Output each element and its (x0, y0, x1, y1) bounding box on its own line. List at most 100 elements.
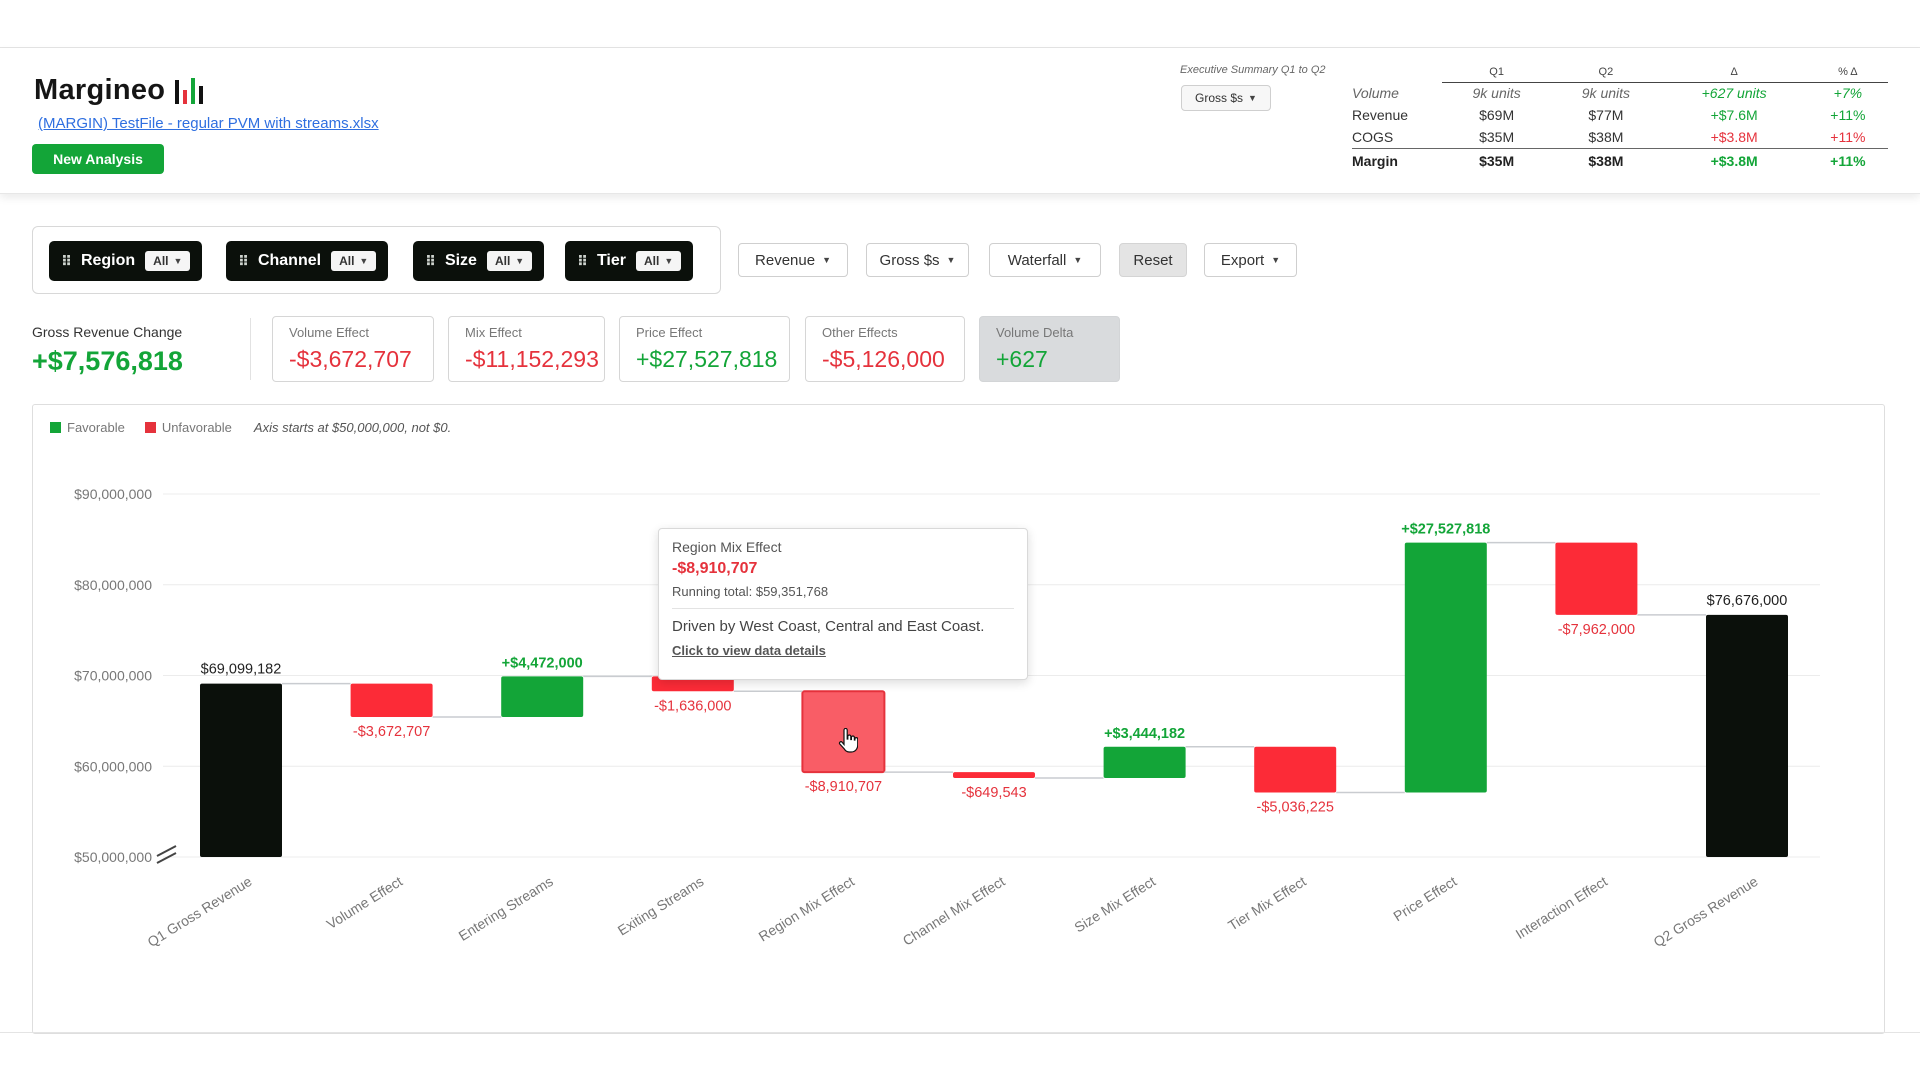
drag-handle-icon[interactable]: ⠿ (61, 252, 72, 269)
y-tick-label: $50,000,000 (74, 849, 152, 865)
summary-header-row: Q1 Q2 Δ % Δ (1352, 62, 1888, 83)
y-tick-label: $90,000,000 (74, 486, 152, 502)
summary-table: Q1 Q2 Δ % Δ Volume 9k units 9k units +62… (1352, 62, 1888, 174)
bar-value-label: +$3,444,182 (1104, 726, 1185, 742)
logo-text: Margineo (34, 74, 166, 106)
kpi-label: Mix Effect (465, 325, 522, 340)
summary-cell-delta: +$3.8M (1710, 128, 1758, 145)
filter-pill-size[interactable]: ⠿ Size All ▼ (413, 241, 545, 281)
filter-pill-region[interactable]: ⠿ Region All ▼ (49, 241, 203, 281)
chart-legend: Favorable Unfavorable Axis starts at $50… (50, 420, 451, 435)
kpi-card-volume-effect: Volume Effect -$3,672,707 (272, 316, 434, 382)
revenue-dropdown-label: Revenue (755, 251, 816, 269)
file-link[interactable]: (MARGIN) TestFile - regular PVM with str… (38, 115, 379, 132)
x-category-label: Entering Streams (456, 873, 556, 944)
gross-dropdown[interactable]: Gross $s ▼ (866, 243, 969, 277)
summary-row-label: COGS (1352, 128, 1394, 145)
summary-col-header: % Δ (1807, 62, 1888, 83)
logo-bars-icon (175, 77, 204, 104)
waterfall-bar (350, 683, 433, 718)
x-category-label: Tier Mix Effect (1225, 873, 1309, 934)
summary-cell: $77M (1588, 107, 1624, 123)
filter-label: Tier (596, 252, 626, 269)
drag-handle-icon[interactable]: ⠿ (425, 252, 436, 269)
summary-cell-delta: +627 units (1701, 85, 1767, 102)
chart-type-label: Waterfall (1007, 251, 1067, 269)
y-tick-label: $60,000,000 (74, 758, 152, 774)
filter-value: All (494, 254, 511, 268)
kpi-label: Volume Effect (289, 325, 369, 340)
filter-label: Region (80, 252, 136, 269)
kpi-divider (250, 318, 251, 380)
tooltip-value: -$8,910,707 (672, 560, 758, 577)
bar-value-label: +$4,472,000 (502, 655, 583, 671)
summary-cell-pct: +7% (1833, 85, 1863, 102)
kpi-value: -$5,126,000 (822, 346, 945, 372)
summary-col-header: Δ (1660, 62, 1808, 83)
summary-col-header: Q1 (1442, 62, 1552, 83)
chevron-down-icon: ▼ (1271, 255, 1281, 265)
bar-value-label: -$1,636,000 (654, 698, 731, 714)
filter-select[interactable]: All ▼ (331, 251, 377, 271)
kpi-card-other-effects: Other Effects -$5,126,000 (805, 316, 965, 382)
summary-row-revenue: Revenue $69M $77M +$7.6M +11% (1352, 104, 1888, 126)
legend-unfavorable-label: Unfavorable (161, 420, 232, 435)
kpi-card-mix-effect: Mix Effect -$11,152,293 (448, 316, 605, 382)
export-dropdown[interactable]: Export ▼ (1204, 243, 1297, 277)
bar-value-label: +$27,527,818 (1401, 522, 1490, 538)
bar-value-label: -$649,543 (961, 785, 1026, 801)
x-category-label: Region Mix Effect (756, 873, 857, 945)
waterfall-bar (1404, 542, 1487, 793)
waterfall-bar (1555, 542, 1638, 615)
summary-metric-value: Gross $s (1195, 91, 1244, 105)
tooltip-running-total: Running total: $59,351,768 (672, 584, 829, 599)
filter-select[interactable]: All ▼ (486, 251, 533, 271)
chart-type-dropdown[interactable]: Waterfall ▼ (989, 243, 1101, 277)
waterfall-bar (1103, 746, 1186, 779)
summary-cell: $38M (1588, 128, 1624, 145)
kpi-value: +627 (996, 346, 1048, 372)
kpi-label: Volume Delta (996, 325, 1074, 340)
filter-select[interactable]: All ▼ (636, 251, 682, 271)
kpi-label: Other Effects (822, 325, 898, 340)
gross-change-label: Gross Revenue Change (32, 324, 183, 340)
chevron-down-icon: ▼ (822, 255, 831, 265)
filter-label: Channel (257, 252, 322, 269)
axis-break-mark (156, 852, 177, 864)
filter-value: All (644, 254, 660, 268)
summary-cell: 9k units (1472, 85, 1521, 102)
filter-pill-tier[interactable]: ⠿ Tier All ▼ (565, 241, 694, 281)
waterfall-bar (1254, 746, 1337, 793)
chevron-down-icon: ▼ (1248, 93, 1257, 103)
axis-note: Axis starts at $50,000,000, not $0. (253, 420, 452, 435)
summary-cell: 9k units (1581, 85, 1631, 102)
chart-tooltip: Region Mix Effect -$8,910,707 Running to… (658, 528, 1028, 680)
axis-break-mark (156, 845, 177, 857)
x-category-label: Q2 Gross Revenue (1650, 873, 1760, 950)
drag-handle-icon[interactable]: ⠿ (577, 252, 588, 269)
export-label: Export (1220, 251, 1265, 269)
chevron-down-icon: ▼ (359, 256, 369, 266)
reset-button[interactable]: Reset (1119, 243, 1187, 277)
x-category-label: Interaction Effect (1513, 873, 1610, 942)
bar-value-label: -$8,910,707 (805, 779, 882, 795)
filter-label: Size (444, 252, 477, 269)
top-strip (0, 0, 1920, 48)
summary-cell: $69M (1479, 107, 1515, 123)
filter-pill-channel[interactable]: ⠿ Channel All ▼ (226, 241, 389, 281)
filter-select[interactable]: All ▼ (145, 251, 191, 271)
kpi-value: -$11,152,293 (465, 346, 599, 372)
new-analysis-button[interactable]: New Analysis (32, 144, 164, 174)
drag-handle-icon[interactable]: ⠿ (238, 252, 249, 269)
chevron-down-icon: ▼ (515, 256, 525, 266)
x-category-label: Channel Mix Effect (900, 873, 1008, 949)
summary-cell-pct: +11% (1830, 128, 1866, 145)
tooltip-data-link[interactable]: Click to view data details (672, 643, 826, 658)
summary-cell-pct: +11% (1830, 107, 1866, 123)
summary-metric-select[interactable]: Gross $s ▼ (1181, 85, 1271, 111)
app-header: Margineo (MARGIN) TestFile - regular PVM… (0, 48, 1920, 194)
revenue-dropdown[interactable]: Revenue ▼ (738, 243, 848, 277)
summary-row-margin: Margin $35M $38M +$3.8M +11% (1352, 147, 1888, 174)
summary-cell-pct: +11% (1807, 147, 1888, 174)
kpi-value: +$27,527,818 (636, 346, 778, 372)
